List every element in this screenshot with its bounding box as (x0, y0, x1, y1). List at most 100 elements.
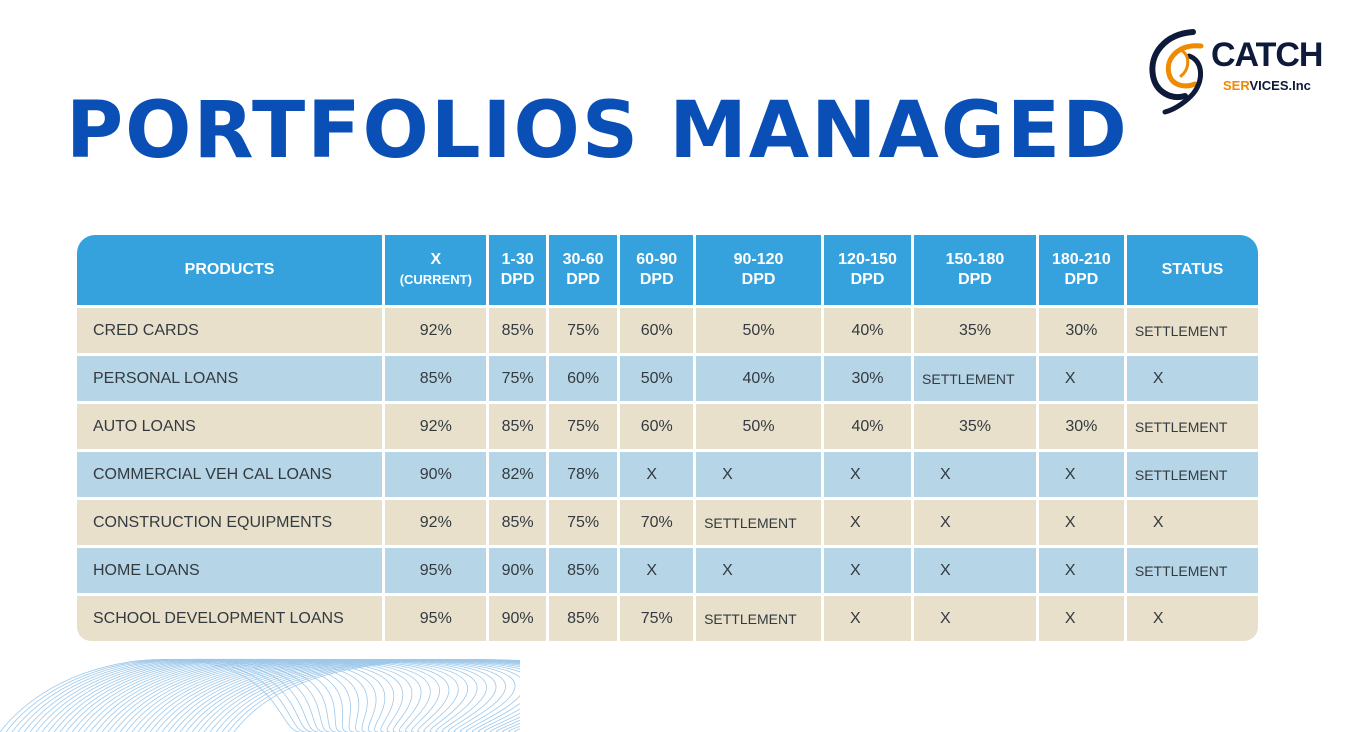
value-cell: SETTLEMENT (1126, 308, 1258, 353)
value-cell: X (696, 452, 821, 497)
column-header: STATUS (1126, 235, 1258, 305)
company-logo: CATCH SERVICES.Inc (1145, 22, 1335, 115)
value-cell: 40% (696, 356, 821, 401)
value-cell: 75% (548, 404, 618, 449)
value-cell: 50% (620, 356, 694, 401)
value-cell: 85% (489, 404, 546, 449)
value-cell: 50% (696, 308, 821, 353)
value-cell: X (1126, 356, 1258, 401)
value-cell: X (1038, 452, 1124, 497)
value-cell: X (1038, 500, 1124, 545)
value-cell: 60% (620, 308, 694, 353)
value-cell: 75% (620, 596, 694, 641)
wave-line (143, 659, 487, 732)
wave-line (203, 658, 520, 732)
value-cell: 90% (385, 452, 487, 497)
page-title: PORTFOLIOS MANAGED (66, 86, 1129, 176)
table-row: PERSONAL LOANS 85% 75% 60% 50% 40% 30% SETTLEME… (77, 356, 1258, 401)
decorative-wave-lines (0, 658, 520, 732)
value-cell: X (914, 500, 1036, 545)
value-cell: X (914, 596, 1036, 641)
column-header: 90-120 DPD (696, 235, 821, 305)
value-cell: SETTLEMENT (696, 596, 821, 641)
table-row: CONSTRUCTION EQUIPMENTS 92% 85% 75% 70% SETTL… (77, 500, 1258, 545)
value-cell: SETTLEMENT (914, 356, 1036, 401)
value-cell: SETTLEMENT (1126, 452, 1258, 497)
value-cell: 75% (548, 308, 618, 353)
table-header-row: PRODUCTS X (CURRENT) 1-30 DPD 30-60 DPD 60-90 DP… (77, 235, 1258, 305)
wave-line (167, 659, 520, 732)
wave-line (185, 658, 520, 732)
column-header: 1-30 DPD (489, 235, 546, 305)
product-cell: AUTO LOANS (77, 404, 383, 449)
wave-line (209, 658, 520, 732)
value-cell: X (824, 452, 912, 497)
value-cell: 70% (620, 500, 694, 545)
value-cell: SETTLEMENT (1126, 548, 1258, 593)
wave-line (161, 659, 516, 732)
value-cell: 40% (824, 308, 912, 353)
value-cell: X (824, 548, 912, 593)
wave-line (173, 659, 520, 732)
logo-swoosh-icon (1149, 29, 1204, 115)
value-cell: 35% (914, 404, 1036, 449)
portfolio-table: PRODUCTS X (CURRENT) 1-30 DPD 30-60 DPD 60-90 DP… (74, 232, 1261, 644)
value-cell: X (914, 452, 1036, 497)
column-header: X (CURRENT) (385, 235, 487, 305)
product-cell: COMMERCIAL VEH CAL LOANS (77, 452, 383, 497)
value-cell: 60% (548, 356, 618, 401)
value-cell: 30% (1038, 404, 1124, 449)
value-cell: 30% (1038, 308, 1124, 353)
column-header: 30-60 DPD (548, 235, 618, 305)
column-header: 180-210 DPD (1038, 235, 1124, 305)
value-cell: X (1126, 500, 1258, 545)
value-cell: 95% (385, 596, 487, 641)
value-cell: X (1126, 596, 1258, 641)
wave-line (221, 658, 520, 732)
value-cell: 60% (620, 404, 694, 449)
value-cell: 95% (385, 548, 487, 593)
wave-line (179, 659, 520, 732)
column-header: 120-150 DPD (824, 235, 912, 305)
value-cell: X (1038, 548, 1124, 593)
table-row: COMMERCIAL VEH CAL LOANS 90% 82% 78% X X X X X SE… (77, 452, 1258, 497)
value-cell: 78% (548, 452, 618, 497)
value-cell: SETTLEMENT (1126, 404, 1258, 449)
value-cell: X (696, 548, 821, 593)
value-cell: 92% (385, 308, 487, 353)
value-cell: 85% (489, 308, 546, 353)
wave-line (155, 659, 506, 732)
value-cell: 30% (824, 356, 912, 401)
column-header: 150-180 DPD (914, 235, 1036, 305)
column-header: 60-90 DPD (620, 235, 694, 305)
value-cell: 85% (548, 596, 618, 641)
table-row: CRED CARDS 92% 85% 75% 60% 50% 40% 35% 30% SETTLE… (77, 308, 1258, 353)
value-cell: 75% (548, 500, 618, 545)
value-cell: 85% (489, 500, 546, 545)
value-cell: 85% (548, 548, 618, 593)
logo-brand-text: CATCH (1211, 36, 1323, 74)
value-cell: X (1038, 356, 1124, 401)
value-cell: 92% (385, 404, 487, 449)
wave-line (149, 659, 497, 732)
value-cell: X (1038, 596, 1124, 641)
value-cell: X (824, 596, 912, 641)
logo-sub-text: SERVICES.Inc (1223, 78, 1311, 93)
wave-line (233, 658, 520, 732)
value-cell: X (620, 452, 694, 497)
value-cell: X (824, 500, 912, 545)
value-cell: X (620, 548, 694, 593)
value-cell: 40% (824, 404, 912, 449)
value-cell: 92% (385, 500, 487, 545)
product-cell: PERSONAL LOANS (77, 356, 383, 401)
product-cell: HOME LOANS (77, 548, 383, 593)
table-row: HOME LOANS 95% 90% 85% X X X X X SETTLEMENT (77, 548, 1258, 593)
wave-line (215, 658, 520, 732)
table-row: AUTO LOANS 92% 85% 75% 60% 50% 40% 35% 30% SETTLE… (77, 404, 1258, 449)
product-cell: CONSTRUCTION EQUIPMENTS (77, 500, 383, 545)
value-cell: X (914, 548, 1036, 593)
value-cell: 90% (489, 596, 546, 641)
value-cell: 50% (696, 404, 821, 449)
wave-line (197, 658, 520, 732)
table-row: SCHOOL DEVELOPMENT LOANS 95% 90% 85% 75% SETT… (77, 596, 1258, 641)
